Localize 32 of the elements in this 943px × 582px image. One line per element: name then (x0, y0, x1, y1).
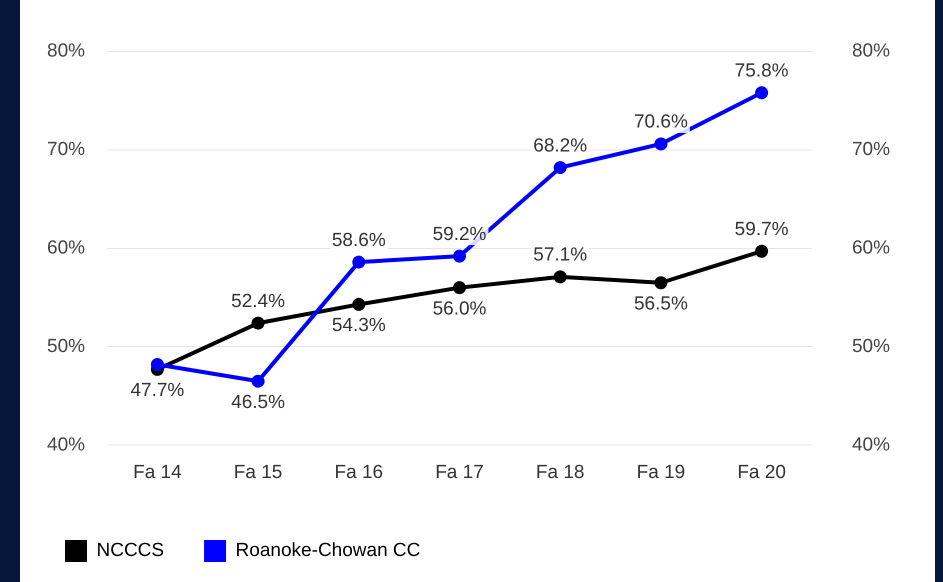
y2-tick-label: 60% (852, 238, 890, 259)
x-tick-label: Fa 15 (234, 462, 282, 483)
y-tick-label: 40% (46, 434, 86, 456)
data-label: 56.0% (432, 298, 487, 320)
data-label: 75.8% (734, 60, 789, 82)
y2-tick-label: 50% (852, 336, 890, 357)
data-label: 54.3% (332, 315, 386, 336)
data-label: 52.4% (231, 290, 286, 312)
data-label: 59.2% (432, 224, 487, 245)
data-label: 57.1% (533, 244, 588, 266)
y2-tick-label: 80% (852, 40, 890, 62)
y-tick-label: 50% (46, 336, 86, 357)
data-label: 47.7% (130, 380, 184, 402)
x-tick-label: Fa 20 (737, 462, 786, 483)
x-tick-label: Fa 18 (536, 462, 585, 483)
x-tick-label: Fa 19 (636, 462, 686, 483)
x-tick-label: Fa 14 (133, 462, 182, 483)
legend-label: Roanoke-Chowan CC (236, 540, 420, 562)
y-tick-label: 70% (46, 139, 86, 160)
y-tick-label: 80% (46, 40, 86, 62)
data-label: 46.5% (231, 392, 286, 413)
data-label: 58.6% (332, 230, 386, 251)
data-label: 59.7% (734, 218, 789, 240)
data-label: 56.5% (634, 293, 688, 314)
y-tick-label: 60% (46, 238, 86, 259)
y2-tick-label: 40% (852, 434, 890, 456)
data-label: 68.2% (533, 135, 588, 156)
x-tick-label: Fa 17 (435, 462, 484, 483)
x-tick-label: Fa 16 (334, 462, 384, 483)
legend-label: NCCCS (96, 540, 164, 562)
y2-tick-label: 70% (852, 139, 890, 160)
data-label: 70.6% (634, 112, 688, 133)
